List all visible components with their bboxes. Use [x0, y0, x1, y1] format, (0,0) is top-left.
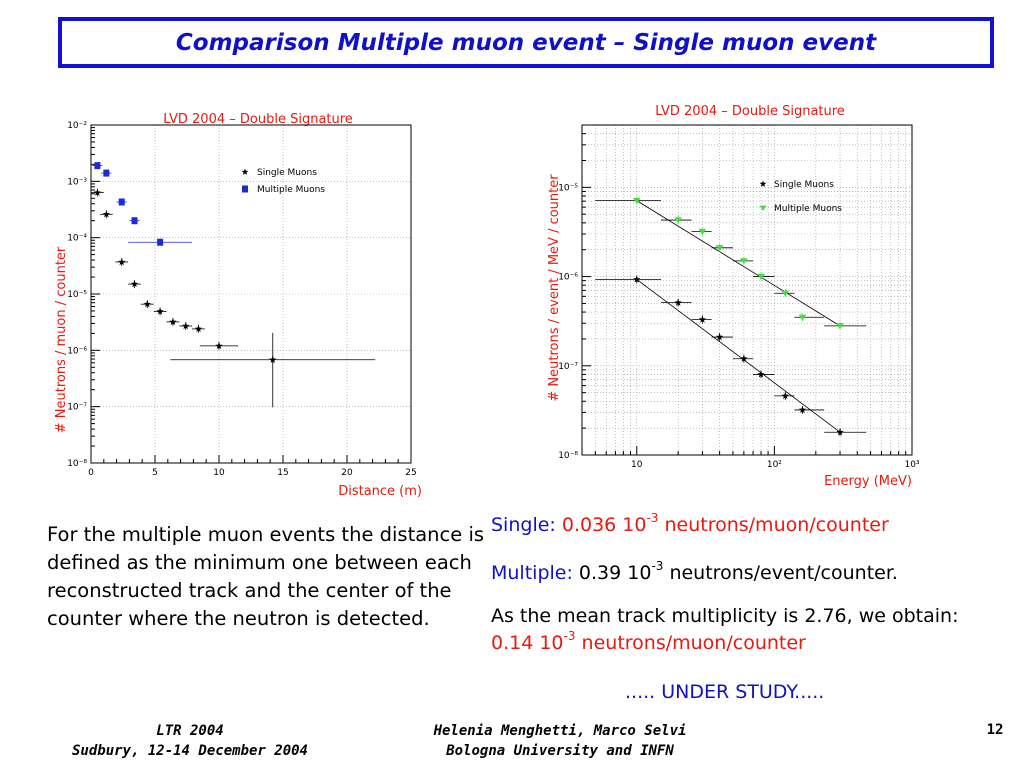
data-point-multiple — [103, 169, 110, 177]
data-point-multiple — [698, 228, 707, 235]
data-point-single — [698, 315, 707, 323]
data-point-single — [740, 354, 748, 362]
footer-authors: Helenia Menghetti, Marco Selvi — [433, 723, 687, 739]
data-point-single — [781, 392, 789, 399]
x-tick-label: 10 — [631, 460, 643, 470]
footer-left: LTR 2004 Sudbury, 12-14 December 2004 — [40, 721, 340, 761]
data-point-single — [182, 322, 190, 330]
mean-unit: neutrons/muon/counter — [575, 632, 806, 654]
slide-title: Comparison Multiple muon event – Single … — [175, 29, 877, 56]
data-point-single — [118, 258, 126, 266]
fit-line — [636, 279, 841, 433]
data-point-multiple — [632, 197, 641, 205]
data-point-single — [130, 280, 139, 288]
single-result: Single: 0.036 10-3 neutrons/muon/counter — [491, 512, 1021, 539]
chart-title: LVD 2004 – Double Signature — [163, 112, 353, 127]
multiple-result: Multiple: 0.39 10-3 neutrons/event/count… — [491, 560, 1021, 587]
data-point-multiple — [94, 162, 101, 170]
y-axis-label: # Neutrons / event / MeV / counter — [547, 174, 562, 402]
legend-label: Single Muons — [774, 180, 834, 190]
data-point-single — [156, 307, 164, 315]
data-point-multiple — [781, 290, 790, 297]
data-point-multiple — [118, 198, 125, 206]
data-point-single — [674, 298, 682, 306]
data-point-multiple — [715, 245, 724, 252]
single-label: Single: — [491, 514, 556, 536]
mean-text: As the mean track multiplicity is 2.76, … — [491, 605, 959, 627]
x-tick-label: 10² — [767, 460, 782, 470]
data-point-single — [798, 406, 807, 414]
x-tick-label: 10 — [213, 468, 225, 478]
footer-affiliation: Bologna University and INFN — [446, 743, 674, 759]
footer-center: Helenia Menghetti, Marco Selvi Bologna U… — [400, 721, 720, 761]
y-axis-label: # Neutrons / muon / counter — [54, 246, 69, 433]
single-unit: neutrons/muon/counter — [658, 514, 889, 536]
data-point-multiple — [836, 323, 844, 330]
legend-label: Multiple Muons — [257, 185, 325, 195]
footer-conference: LTR 2004 — [156, 723, 224, 739]
chart-title: LVD 2004 – Double Signature — [655, 104, 845, 119]
legend-label: Single Muons — [257, 168, 317, 178]
data-point-single — [194, 325, 203, 332]
x-tick-label: 25 — [405, 468, 416, 478]
data-point-multiple — [131, 217, 138, 225]
x-axis-label: Energy (MeV) — [824, 474, 912, 489]
multiple-label: Multiple: — [491, 562, 573, 584]
data-point-single — [102, 210, 110, 218]
mean-exp: -3 — [563, 628, 576, 643]
y-tick-label: 10⁻⁸ — [558, 451, 578, 461]
y-tick-label: 10⁻⁵ — [67, 290, 87, 300]
multiple-coef: 0.39 10 — [572, 562, 652, 584]
data-point-multiple — [674, 217, 682, 224]
page-number: 12 — [986, 722, 1004, 738]
mean-result: As the mean track multiplicity is 2.76, … — [491, 603, 991, 657]
x-tick-label: 15 — [277, 468, 288, 478]
y-tick-label: 10⁻⁶ — [558, 273, 578, 283]
y-tick-label: 10⁻⁷ — [558, 362, 578, 372]
y-tick-label: 10⁻⁶ — [67, 346, 87, 356]
footer-location: Sudbury, 12-14 December 2004 — [71, 743, 308, 759]
data-point-single — [169, 318, 177, 325]
legend-marker — [759, 205, 767, 212]
x-tick-label: 5 — [152, 468, 158, 478]
single-exp: -3 — [646, 510, 659, 525]
data-point-multiple — [740, 258, 748, 265]
title-box: Comparison Multiple muon event – Single … — [58, 17, 994, 68]
legend-marker — [759, 180, 767, 187]
data-point-single — [215, 342, 223, 349]
x-tick-label: 0 — [88, 468, 94, 478]
single-coef: 0.036 10 — [561, 514, 647, 536]
legend-marker — [242, 185, 248, 193]
under-study-text: ..... UNDER STUDY..... — [625, 681, 825, 703]
data-point-single — [836, 428, 844, 436]
data-point-single — [757, 370, 765, 378]
legend-marker — [241, 168, 249, 175]
y-tick-label: 10⁻⁸ — [67, 459, 87, 469]
data-point-multiple — [757, 273, 765, 280]
data-point-single — [143, 300, 151, 308]
mean-coef: 0.14 10 — [491, 632, 564, 654]
chart-energy: LVD 2004 – Double Signature # Neutrons /… — [547, 104, 920, 489]
multiple-exp: -3 — [651, 558, 664, 573]
x-tick-label: 10³ — [904, 460, 919, 470]
y-tick-label: 10⁻³ — [67, 177, 87, 187]
data-point-single — [633, 275, 641, 283]
data-point-multiple — [798, 314, 807, 321]
y-tick-label: 10⁻⁵ — [558, 183, 578, 193]
description-text: For the multiple muon events the distanc… — [47, 523, 485, 630]
data-point-multiple — [157, 238, 164, 246]
data-point-single — [716, 333, 724, 341]
x-tick-label: 20 — [341, 468, 353, 478]
y-tick-label: 10⁻⁴ — [67, 234, 87, 244]
y-tick-label: 10⁻² — [67, 121, 87, 131]
x-axis-label: Distance (m) — [338, 484, 422, 499]
chart-distance: LVD 2004 – Double Signature # Neutrons /… — [54, 112, 422, 499]
legend-label: Multiple Muons — [774, 204, 842, 214]
data-point-single — [93, 188, 102, 196]
plot-frame — [581, 124, 913, 456]
fit-line — [636, 200, 841, 327]
y-tick-label: 10⁻⁷ — [67, 403, 87, 413]
multiple-unit: neutrons/event/counter. — [663, 562, 898, 584]
